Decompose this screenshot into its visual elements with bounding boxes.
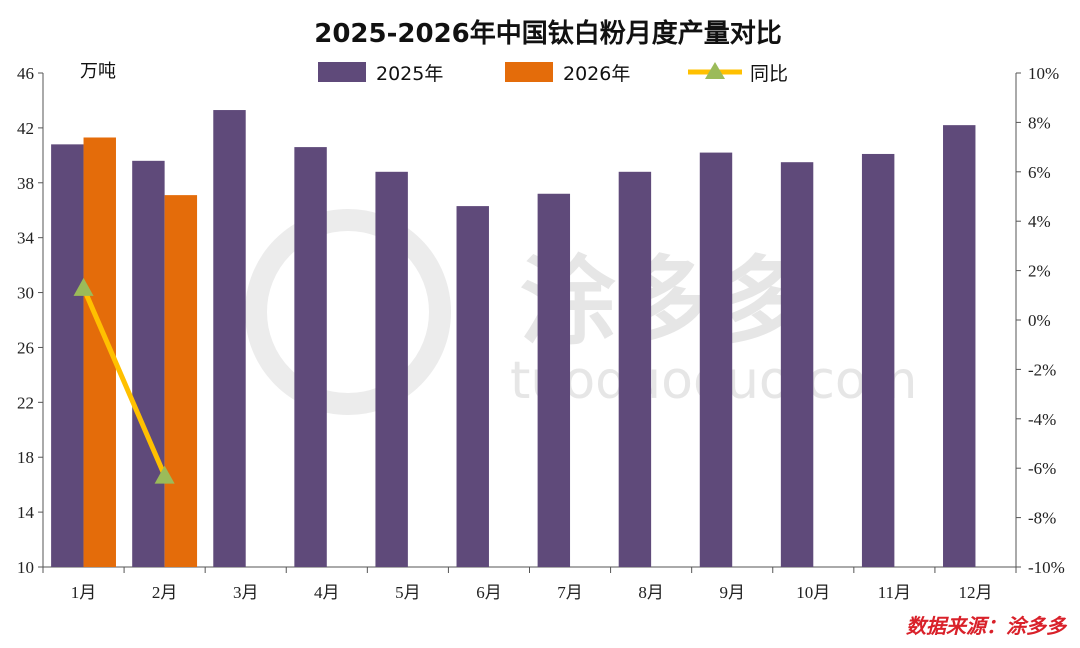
y-right-tick-label: -2% xyxy=(1028,360,1056,379)
legend-marker-yoy xyxy=(705,62,725,79)
bar-2025年-9月 xyxy=(699,152,733,568)
y-right-tick-label: 2% xyxy=(1028,262,1051,281)
x-tick-label: 11月 xyxy=(878,583,911,602)
x-tick-label: 8月 xyxy=(638,583,664,602)
y-right-tick-label: 8% xyxy=(1028,113,1051,132)
y-right-tick-label: 0% xyxy=(1028,311,1051,330)
bar-2025年-2月 xyxy=(132,160,165,568)
chart-title: 2025-2026年中国钛白粉月度产量对比 xyxy=(314,18,782,49)
y-axis-unit: 万吨 xyxy=(80,61,116,82)
bar-2025年-11月 xyxy=(861,153,895,567)
bar-2025年-8月 xyxy=(618,171,652,568)
legend-label-2025: 2025年 xyxy=(376,63,443,85)
bar-2025年-6月 xyxy=(456,206,489,567)
y-left-tick-label: 30 xyxy=(17,284,34,303)
x-tick-label: 4月 xyxy=(314,583,340,602)
yoy-line-path xyxy=(81,285,168,479)
axes: 10 14 18 22 26 30 34 38 42 46 10% 8% 6% 4% 2% 0% -2% -4% -… xyxy=(17,64,1065,602)
y-right-tick-label: 4% xyxy=(1028,212,1051,231)
x-tick-label: 1月 xyxy=(71,583,97,602)
x-tick-label: 5月 xyxy=(395,583,421,602)
x-tick-label: 10月 xyxy=(796,583,830,602)
y-left-tick-label: 34 xyxy=(17,229,35,248)
y-left-tick-label: 22 xyxy=(17,393,34,412)
source-note: 数据来源：涂多多 xyxy=(906,614,1068,638)
x-tick-label: 12月 xyxy=(958,583,992,602)
bar-2025年-7月 xyxy=(537,193,571,567)
legend: 2025年 2026年 同比 xyxy=(318,62,788,85)
y-left-tick-label: 14 xyxy=(17,503,35,522)
bars xyxy=(51,110,976,568)
y-left-tick-label: 38 xyxy=(17,174,34,193)
yoy-point-1月 xyxy=(73,277,94,296)
legend-label-2026: 2026年 xyxy=(563,63,630,85)
bar-2025年-4月 xyxy=(294,147,327,567)
y-right-tick-label: -6% xyxy=(1028,459,1056,478)
yoy-point-2月 xyxy=(154,465,175,484)
y-right-tick-label: 6% xyxy=(1028,163,1051,182)
bar-2025年-12月 xyxy=(943,125,976,568)
bar-2025年-10月 xyxy=(780,162,814,567)
y-left-tick-label: 26 xyxy=(17,338,34,357)
x-tick-label: 6月 xyxy=(476,583,502,602)
watermark: 涂多多 tuoduoduo.com xyxy=(245,209,917,415)
legend-swatch-2026 xyxy=(505,62,553,82)
bar-2025年-1月 xyxy=(51,144,84,567)
watermark-logo-icon xyxy=(245,209,451,415)
x-tick-label: 3月 xyxy=(233,583,259,602)
y-left-tick-label: 46 xyxy=(17,64,34,83)
x-tick-label: 7月 xyxy=(557,583,583,602)
yoy-line xyxy=(73,277,175,484)
x-tick-label: 2月 xyxy=(152,583,178,602)
y-left-tick-label: 18 xyxy=(17,448,34,467)
y-right-tick-label: 10% xyxy=(1028,64,1059,83)
y-left-tick-label: 42 xyxy=(17,119,34,138)
x-tick-label: 9月 xyxy=(719,583,745,602)
legend-swatch-2025 xyxy=(318,62,366,82)
y-right-tick-label: -8% xyxy=(1028,509,1056,528)
y-left-tick-label: 10 xyxy=(17,558,34,577)
y-right-tick-label: -10% xyxy=(1028,558,1065,577)
bar-2025年-3月 xyxy=(213,110,246,568)
bar-2026年-2月 xyxy=(164,195,198,567)
legend-label-yoy: 同比 xyxy=(750,63,788,85)
bar-2025年-5月 xyxy=(375,171,408,568)
y-right-tick-label: -4% xyxy=(1028,410,1056,429)
